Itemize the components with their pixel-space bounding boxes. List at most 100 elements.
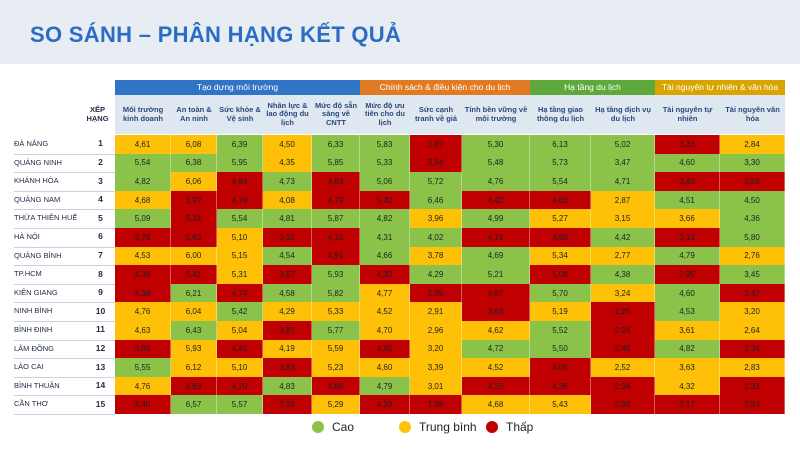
score-cell: 5,92 [171, 190, 217, 210]
score-cell: 4,61 [115, 135, 171, 154]
column-header: Hạ tầng dịch vụ du lịch [591, 95, 655, 134]
rank-value: 12 [95, 343, 106, 353]
score-cell: 4,07 [462, 283, 530, 303]
score-cell: 4,63 [171, 376, 217, 396]
score-cell: 3,33 [655, 135, 720, 154]
score-cell: 4,50 [720, 190, 785, 210]
score-cell: 3,78 [115, 228, 171, 247]
rank-value: 2 [98, 157, 103, 167]
score-cell: 5,15 [217, 246, 263, 266]
score-cell: 4,15 [312, 228, 360, 247]
score-cell: 2,84 [720, 135, 785, 154]
score-cell: 4,60 [655, 283, 720, 303]
score-cell: 4,35 [263, 153, 312, 173]
score-cell: 4,70 [360, 321, 410, 340]
score-cell: 5,42 [217, 302, 263, 321]
score-cell: 4,25 [462, 376, 530, 396]
column-header: An toàn & An ninh [171, 95, 217, 134]
score-cell: 5,48 [462, 153, 530, 173]
score-cell: 5,73 [530, 153, 591, 173]
score-cell: 5,54 [115, 153, 171, 173]
score-cell: 3,24 [591, 283, 655, 303]
score-cell: 4,42 [462, 190, 530, 210]
score-cell: 4,70 [217, 376, 263, 396]
rank-value: 10 [95, 305, 106, 316]
province-name: CẦN THƠ [14, 399, 49, 409]
score-cell: 4,76 [462, 172, 530, 191]
row-divider [14, 358, 115, 360]
score-cell: 4,35 [530, 376, 591, 396]
score-cell: 5,10 [217, 358, 263, 377]
row-divider [14, 395, 115, 397]
score-cell: 2,95 [655, 265, 720, 284]
score-cell: 5,57 [217, 395, 263, 414]
score-cell: 6,06 [171, 172, 217, 191]
score-cell: 3,78 [410, 246, 462, 266]
score-cell: 2,34 [591, 376, 655, 396]
score-cell: 4,86 [312, 376, 360, 396]
score-cell: 6,43 [171, 321, 217, 340]
score-cell: 4,52 [462, 358, 530, 377]
column-header: Hạ tầng giao thông du lịch [530, 95, 591, 134]
score-cell: 4,76 [115, 376, 171, 396]
legend-item: Cao [312, 420, 354, 434]
province-name: LÂM ĐỒNG [14, 343, 55, 353]
score-cell: 2,77 [591, 246, 655, 266]
score-cell: 6,00 [171, 246, 217, 266]
row-divider [14, 153, 115, 155]
row-divider [14, 321, 115, 322]
score-cell: 6,46 [410, 190, 462, 210]
rank-value: 9 [98, 287, 103, 298]
score-cell: 5,10 [217, 228, 263, 247]
score-cell: 4,99 [462, 209, 530, 228]
column-header: Mức độ sẵn sàng về CNTT [312, 95, 360, 134]
score-cell: 5,09 [115, 209, 171, 228]
rank-value: 15 [95, 398, 106, 409]
rank-value: 14 [95, 380, 106, 391]
title-bar [0, 0, 800, 64]
score-cell: 5,04 [217, 321, 263, 340]
rank-value: 3 [98, 175, 103, 186]
score-cell: 4,02 [410, 228, 462, 247]
score-cell: 2,64 [720, 321, 785, 340]
legend-dot-icon [399, 421, 411, 433]
score-cell: 5,80 [720, 228, 785, 247]
score-cell: 5,54 [530, 172, 591, 191]
province-name: HÀ NỘI [14, 231, 40, 241]
score-cell: 2,87 [410, 135, 462, 154]
score-cell: 3,61 [655, 321, 720, 340]
legend-label: Trung bình [419, 420, 477, 434]
score-cell: 5,29 [312, 395, 360, 414]
score-cell: 6,33 [312, 135, 360, 154]
score-cell: 3,47 [591, 153, 655, 173]
row-divider [14, 376, 115, 378]
legend: Cao Trung bình Thấp [0, 420, 800, 440]
score-cell: 4,63 [115, 321, 171, 340]
score-cell: 6,38 [171, 153, 217, 173]
score-cell: 4,29 [263, 302, 312, 321]
score-cell: 4,19 [263, 339, 312, 359]
score-cell: 4,45 [360, 339, 410, 359]
score-cell: 5,41 [171, 265, 217, 284]
province-name: QUẢNG NINH [14, 157, 62, 167]
score-cell: 6,21 [171, 283, 217, 303]
score-cell: 4,79 [360, 376, 410, 396]
score-cell: 4,58 [263, 283, 312, 303]
rank-value: 4 [98, 194, 103, 205]
province-name: QUẢNG BÌNH [14, 250, 62, 260]
rank-value: 6 [98, 231, 103, 242]
score-cell: 2,53 [720, 395, 785, 414]
score-cell: 4,91 [312, 246, 360, 266]
score-cell: 4,62 [462, 321, 530, 340]
score-cell: 4,79 [655, 246, 720, 266]
score-cell: 5,82 [312, 283, 360, 303]
score-cell: 5,43 [530, 395, 591, 414]
province-name: ĐÀ NẴNG [14, 138, 49, 148]
score-cell: 4,36 [720, 209, 785, 228]
row-divider [14, 246, 115, 248]
score-cell: 4,79 [312, 190, 360, 210]
province-name: NINH BÌNH [14, 306, 53, 316]
score-cell: 2,52 [591, 358, 655, 377]
score-cell: 2,83 [720, 358, 785, 377]
score-cell: 3,20 [720, 302, 785, 321]
